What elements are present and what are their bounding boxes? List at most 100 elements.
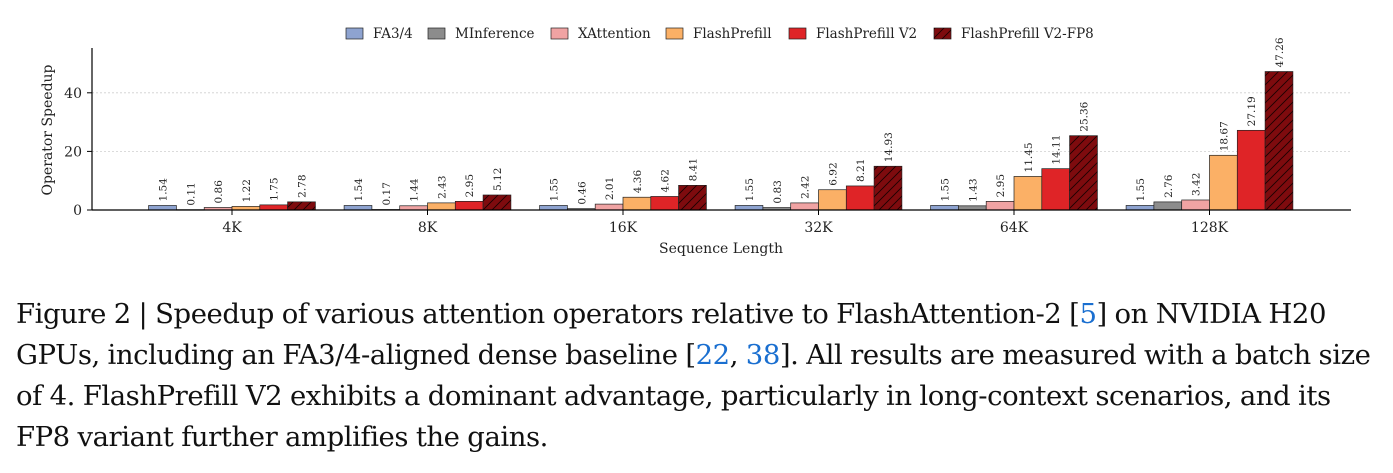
bars bbox=[148, 71, 1294, 211]
citation-link-38[interactable]: 38 bbox=[745, 339, 781, 371]
legend-swatch-hatch bbox=[934, 28, 951, 39]
bar bbox=[259, 204, 288, 211]
bar-hatch bbox=[1069, 135, 1098, 210]
data-label: 0.86 bbox=[213, 180, 225, 204]
data-label: 2.01 bbox=[604, 177, 616, 200]
legend-swatch bbox=[665, 27, 684, 40]
bar bbox=[594, 203, 624, 211]
bar-hatch bbox=[874, 166, 902, 210]
y-tick-label: 40 bbox=[64, 86, 82, 102]
data-label: 1.75 bbox=[269, 177, 281, 200]
bar bbox=[399, 205, 428, 211]
legend-label: FlashPrefill V2 bbox=[816, 26, 917, 42]
data-labels: 1.54 1.54 1.55 1.55 1.55 1.55 0.11 0.17 0.46 0.83… bbox=[158, 37, 1287, 206]
data-label: 0.11 bbox=[185, 182, 197, 205]
data-label: 1.55 bbox=[940, 178, 952, 201]
bar bbox=[1041, 168, 1070, 211]
x-tick-label: 64K bbox=[1000, 220, 1029, 236]
data-label: 0.83 bbox=[772, 180, 784, 203]
x-tick-label: 32K bbox=[804, 220, 833, 236]
legend-label: FlashPrefill bbox=[693, 26, 772, 42]
bar bbox=[1125, 205, 1155, 211]
data-label: 1.55 bbox=[744, 178, 756, 201]
x-tick-label: 128K bbox=[1191, 220, 1229, 236]
bar bbox=[343, 205, 373, 211]
legend-swatch bbox=[345, 27, 364, 40]
data-label: 1.55 bbox=[1135, 178, 1147, 201]
legend-swatch bbox=[427, 27, 446, 40]
data-label: 47.26 bbox=[1274, 37, 1286, 67]
y-axis-title: Operator Speedup bbox=[40, 64, 56, 195]
bar bbox=[1236, 129, 1266, 211]
bar bbox=[427, 202, 456, 211]
y-tick-label: 0 bbox=[73, 203, 82, 219]
caption-rest: ]. All results are measured with a batch… bbox=[16, 339, 1371, 453]
bar bbox=[622, 196, 652, 211]
citation-link-5[interactable]: 5 bbox=[1079, 298, 1097, 330]
data-label: 2.95 bbox=[464, 174, 476, 197]
data-label: 2.78 bbox=[297, 174, 309, 197]
axes: 0 20 40 4K 8K 16K 32K 64K 128K bbox=[64, 48, 1351, 236]
data-label: 1.43 bbox=[967, 178, 979, 201]
x-tick-label: 16K bbox=[609, 220, 638, 236]
data-label: 5.12 bbox=[492, 168, 504, 191]
bar bbox=[734, 205, 764, 211]
legend: FA3/4 MInference XAttention FlashPrefill Fla… bbox=[345, 26, 1094, 42]
x-tick-label: 8K bbox=[418, 220, 438, 236]
bar bbox=[790, 202, 819, 211]
y-tick-label: 20 bbox=[64, 144, 82, 160]
citation-link-22[interactable]: 22 bbox=[695, 339, 731, 371]
bar-hatch bbox=[1265, 71, 1293, 210]
bar bbox=[1181, 199, 1210, 211]
bar bbox=[985, 201, 1015, 211]
gridlines bbox=[92, 92, 1351, 152]
legend-label: FlashPrefill V2-FP8 bbox=[961, 26, 1094, 42]
bar-chart: 1.54 1.54 1.55 1.55 1.55 1.55 0.11 0.17 0.46 0.83… bbox=[40, 26, 1351, 257]
bar-hatch bbox=[287, 201, 316, 210]
legend-label: FA3/4 bbox=[373, 26, 413, 42]
data-label: 4.62 bbox=[660, 169, 672, 192]
data-label: 11.45 bbox=[1023, 142, 1035, 172]
bar bbox=[1209, 154, 1238, 211]
data-label: 0.46 bbox=[576, 181, 588, 205]
bar bbox=[958, 205, 987, 211]
data-label: 4.36 bbox=[632, 170, 644, 194]
data-label: 2.42 bbox=[800, 176, 812, 199]
data-label: 8.21 bbox=[855, 159, 867, 182]
legend-label: MInference bbox=[455, 26, 535, 42]
legend-swatch bbox=[788, 27, 807, 40]
bar bbox=[148, 205, 177, 211]
data-label: 8.41 bbox=[688, 158, 700, 181]
bar-hatch bbox=[678, 185, 707, 210]
bar bbox=[650, 196, 679, 211]
data-label: 6.92 bbox=[827, 162, 839, 185]
data-label: 14.11 bbox=[1051, 135, 1063, 165]
bar bbox=[539, 205, 568, 211]
data-label: 2.95 bbox=[995, 174, 1007, 197]
bar bbox=[818, 189, 847, 211]
figure-caption: Figure 2 | Speedup of various attention … bbox=[16, 294, 1378, 458]
data-label: 25.36 bbox=[1079, 101, 1091, 131]
data-label: 1.22 bbox=[241, 179, 253, 202]
bar bbox=[1153, 201, 1183, 211]
data-label: 1.54 bbox=[158, 178, 170, 202]
bar bbox=[454, 201, 484, 211]
legend-swatch bbox=[550, 27, 569, 40]
data-label: 14.93 bbox=[883, 132, 895, 162]
data-label: 2.76 bbox=[1163, 174, 1175, 198]
bar-hatch bbox=[483, 194, 511, 210]
x-tick-label: 4K bbox=[222, 220, 242, 236]
caption-prefix: Figure 2 | Speedup of various attention … bbox=[16, 298, 1080, 330]
caption-mid: ] on NVIDIA H20 GPUs, including an FA3/4… bbox=[16, 298, 1326, 371]
x-axis-title: Sequence Length bbox=[659, 241, 783, 257]
caption-sep: , bbox=[729, 339, 746, 371]
legend-label: XAttention bbox=[578, 26, 651, 42]
data-label: 2.43 bbox=[436, 175, 448, 198]
data-label: 3.42 bbox=[1191, 173, 1203, 196]
data-label: 0.17 bbox=[381, 182, 393, 205]
bar bbox=[845, 185, 875, 211]
bar bbox=[1013, 176, 1043, 211]
data-label: 27.19 bbox=[1246, 96, 1258, 126]
data-label: 18.67 bbox=[1218, 121, 1230, 151]
bar bbox=[930, 205, 959, 211]
